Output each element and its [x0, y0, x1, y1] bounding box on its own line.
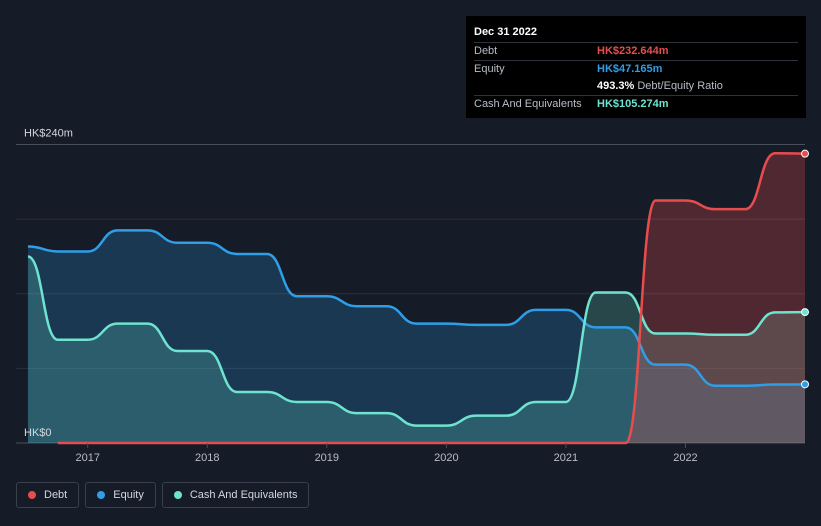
tooltip-debt-value: HK$232.644m — [597, 45, 669, 57]
cash-end-marker — [801, 308, 809, 317]
tooltip-date: Dec 31 2022 — [474, 26, 537, 38]
tooltip-equity-value: HK$47.165m — [597, 63, 663, 75]
tooltip-panel: Dec 31 2022 Debt HK$232.644m Equity HK$4… — [466, 16, 806, 118]
equity-end-marker — [801, 380, 809, 389]
tooltip-row-equity: Equity HK$47.165m — [474, 60, 798, 78]
x-tick-label: 2021 — [554, 452, 578, 464]
tooltip-row-ratio: 493.3% Debt/Equity Ratio — [474, 78, 798, 95]
tooltip-debt-label: Debt — [474, 45, 498, 57]
tooltip-cash-value: HK$105.274m — [597, 98, 669, 110]
tooltip-row-debt: Debt HK$232.644m — [474, 42, 798, 60]
axis-layer: HK$0 HK$240m 2017 2018 2019 2020 2021 2022 — [24, 128, 698, 465]
legend-item-equity[interactable]: Equity — [85, 482, 156, 508]
debt-line — [57, 151, 806, 445]
tooltip-ratio-value: 493.3% — [597, 80, 635, 92]
tooltip-ratio-label: Debt/Equity Ratio — [637, 80, 723, 92]
x-tick-label: 2019 — [315, 452, 339, 464]
tooltip-ratio-spacer — [474, 78, 597, 95]
tooltip-row-cash: Cash And Equivalents HK$105.274m — [474, 95, 798, 113]
legend-cash-label: Cash And Equivalents — [189, 489, 298, 501]
x-tick-label: 2022 — [673, 452, 697, 464]
y-tick-label: HK$240m — [24, 128, 73, 140]
y-tick-label: HK$0 — [24, 427, 52, 439]
legend-equity-label: Equity — [113, 489, 144, 501]
debt-end-marker — [801, 149, 809, 158]
equity-line — [27, 229, 806, 388]
line-layer — [27, 149, 809, 445]
legend-item-cash[interactable]: Cash And Equivalents — [161, 482, 310, 508]
debt-dot-icon — [28, 491, 36, 499]
x-tick-label: 2017 — [75, 452, 99, 464]
legend-item-debt[interactable]: Debt — [16, 482, 80, 508]
cash-line — [27, 255, 806, 427]
x-tick-label: 2018 — [195, 452, 219, 464]
x-tick-label: 2020 — [434, 452, 458, 464]
cash-dot-icon — [173, 491, 182, 499]
equity-dot-icon — [97, 491, 106, 499]
equity-area — [27, 230, 806, 443]
debt-area — [57, 153, 806, 444]
area-layer — [27, 153, 806, 444]
tooltip-equity-label: Equity — [474, 63, 505, 75]
tooltip-cash-label: Cash And Equivalents — [474, 98, 582, 110]
chart-legend: Debt Equity Cash And Equivalents — [16, 482, 310, 508]
cash-area — [27, 256, 806, 443]
legend-debt-label: Debt — [44, 489, 68, 501]
